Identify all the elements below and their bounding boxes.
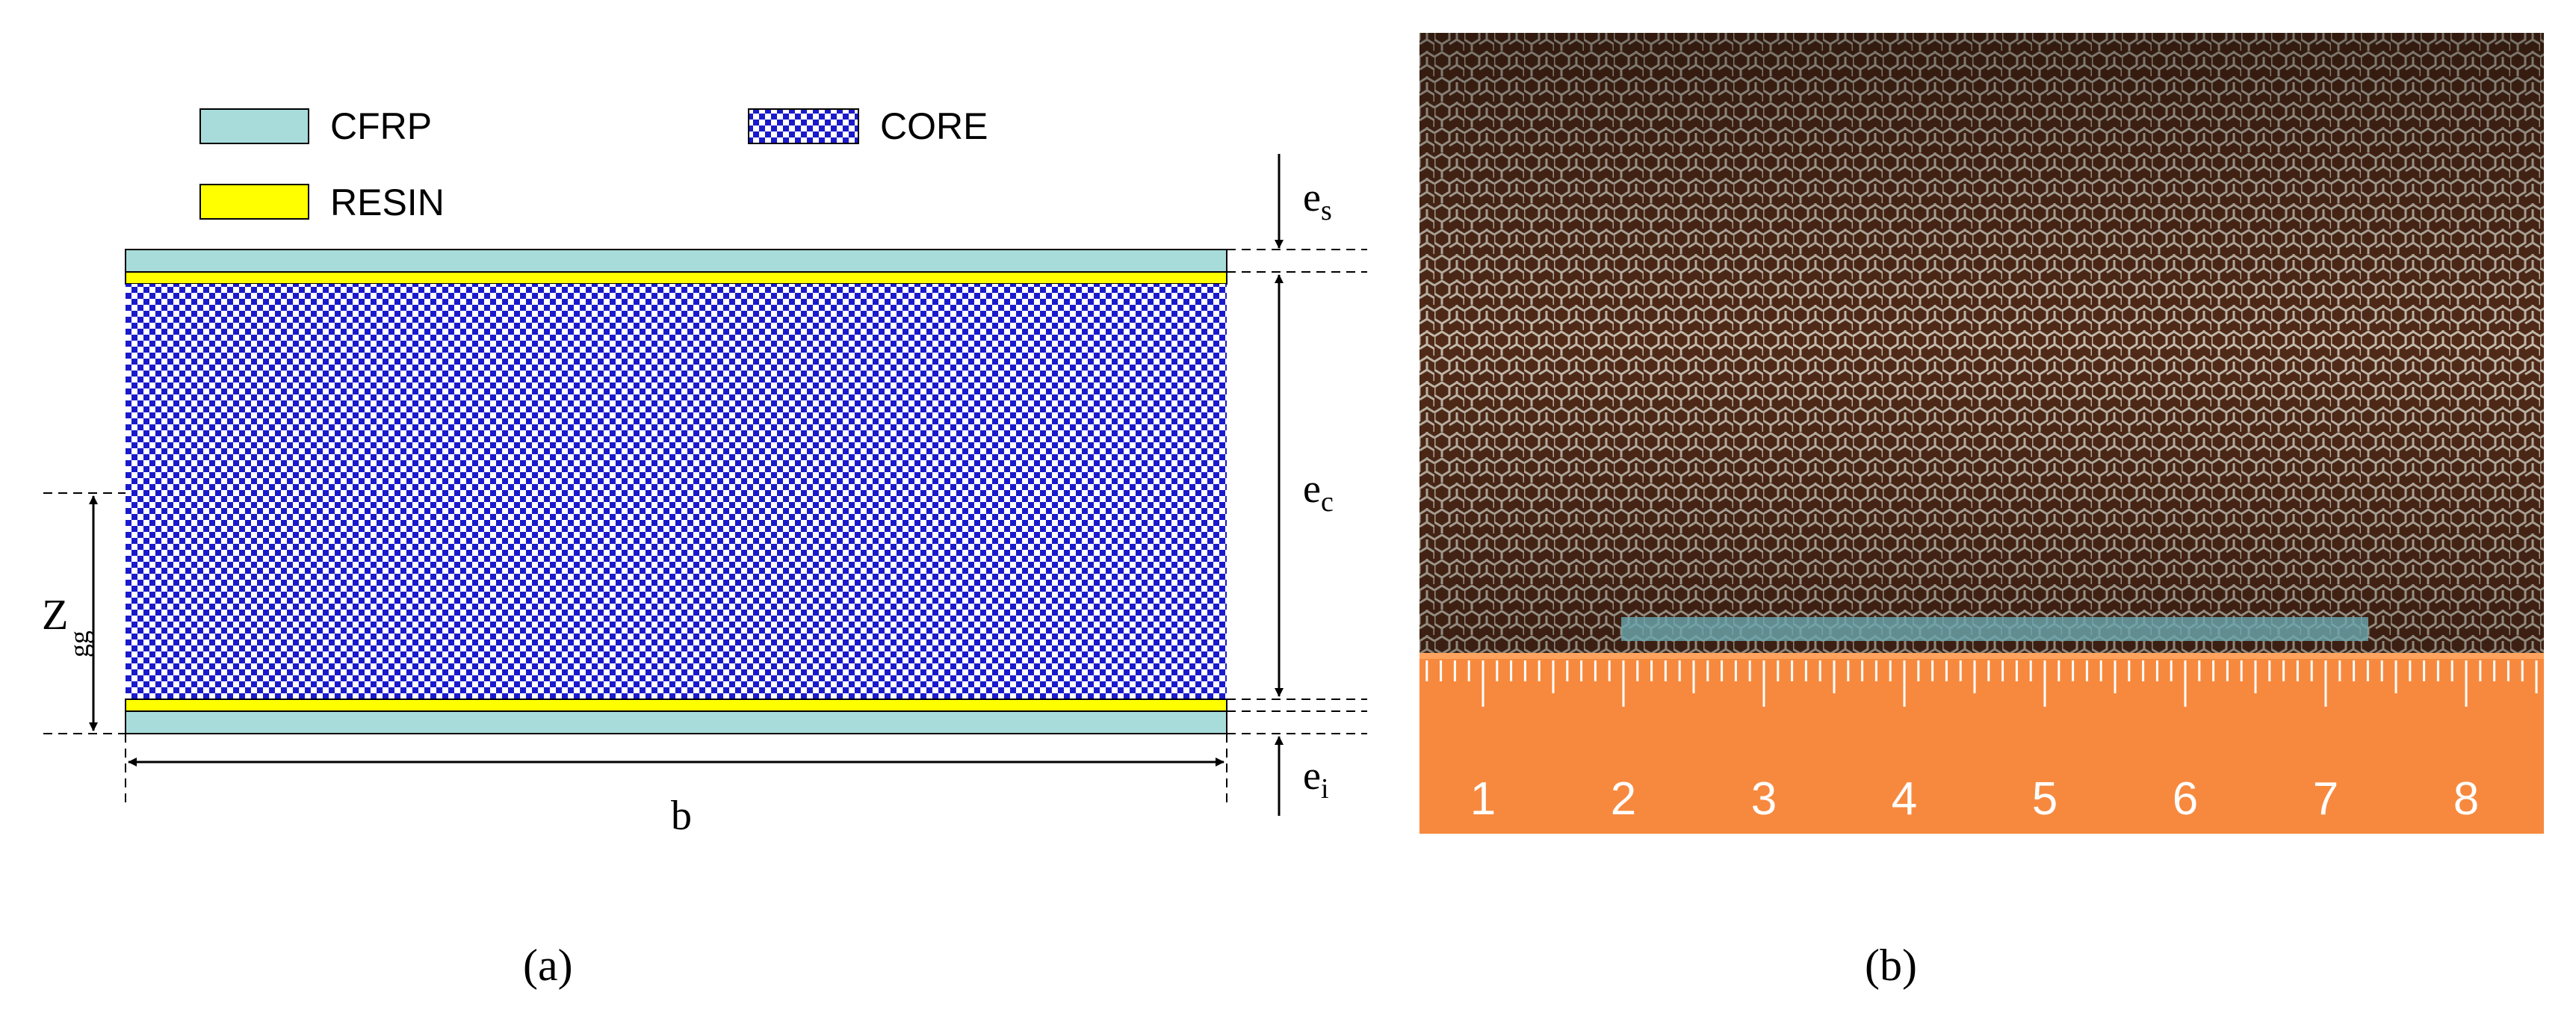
bottom-resin-layer [125,699,1227,712]
legend-label-resin: RESIN [330,182,445,223]
caption-b: (b) [1865,941,1917,990]
sandwich-section [125,249,1227,734]
caption-a: (a) [523,941,573,990]
legend-swatch-resin [199,184,309,220]
label-zgg-base: Z [42,590,68,639]
dashed-reference-lines [43,249,1367,807]
bottom-skin-cfrp [125,710,1227,734]
ruler-number: 7 [2313,773,2338,825]
legend-swatch-cfrp [199,108,309,144]
panel-b-photo: 123456789 [1419,33,2544,834]
dimension-arrows [89,154,1284,816]
legend-swatch-core [748,108,859,144]
label-zgg: Z gg [42,590,94,657]
ruler-number: 5 [2032,773,2058,825]
label-b: b [671,793,692,839]
ruler-number: 6 [2173,773,2198,825]
ruler-number: 1 [1470,773,1496,825]
honeycomb-edge [1621,617,2368,641]
ruler-number: 4 [1892,773,1917,825]
core-region [126,284,1227,699]
ruler-number: 3 [1751,773,1777,825]
ruler-numbers: 123456789 [1470,773,2479,825]
legend-label-core: CORE [880,105,988,147]
label-ei: ei [1303,753,1329,805]
top-skin-cfrp [125,249,1227,273]
legend-label-cfrp: CFRP [330,105,432,147]
ruler-ticks [1425,660,2538,707]
label-ec: ec [1303,466,1334,518]
label-es: es [1303,175,1332,226]
top-resin-layer [125,271,1227,285]
ruler-number: 2 [1611,773,1636,825]
ruler [1419,653,2544,834]
label-zgg-sub: gg [64,631,94,657]
legend: CFRP RESIN CORE [199,105,988,223]
ruler-number: 8 [2453,773,2479,825]
panel-a-diagram: CFRP RESIN CORE [42,105,1367,839]
